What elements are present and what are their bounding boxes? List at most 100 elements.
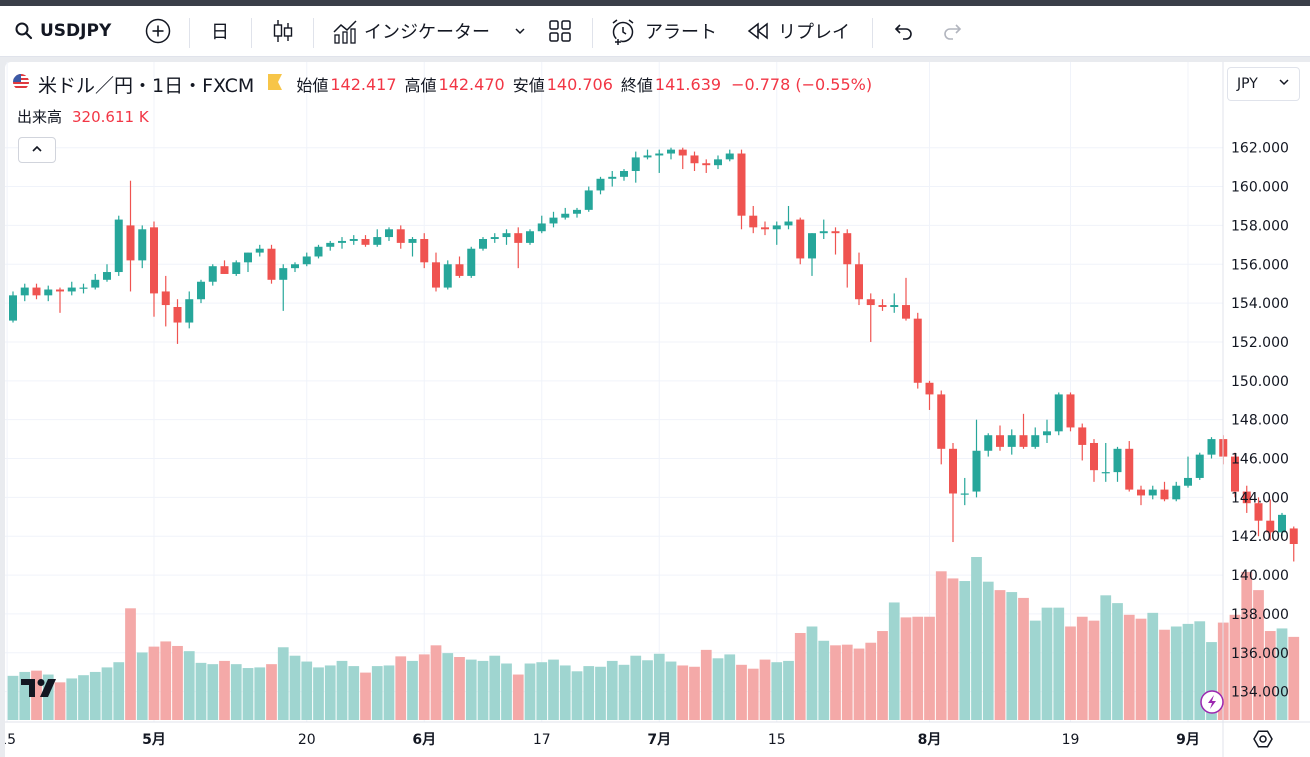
candle[interactable] xyxy=(490,233,499,243)
candle[interactable] xyxy=(349,235,358,245)
candle[interactable] xyxy=(772,221,781,245)
layout-button[interactable] xyxy=(548,6,572,56)
candle[interactable] xyxy=(279,264,288,311)
candle[interactable] xyxy=(925,380,934,410)
candle[interactable] xyxy=(443,260,452,290)
candle[interactable] xyxy=(1031,427,1040,449)
candle[interactable] xyxy=(267,244,276,284)
candle[interactable] xyxy=(796,217,805,265)
interval-button[interactable]: 日 xyxy=(211,6,229,56)
price-chart[interactable]: 162.000 160.000 158.000 156.000 154.000 152.0… xyxy=(5,62,1310,757)
candle[interactable] xyxy=(1066,392,1075,432)
candle[interactable] xyxy=(855,252,863,306)
candle[interactable] xyxy=(1019,413,1028,449)
candle[interactable] xyxy=(138,225,147,269)
candle[interactable] xyxy=(1195,452,1204,480)
replay-button[interactable]: リプレイ xyxy=(746,6,850,56)
candle[interactable] xyxy=(1207,437,1216,459)
candle[interactable] xyxy=(232,260,241,276)
candle[interactable] xyxy=(761,221,769,236)
candle[interactable] xyxy=(561,207,570,220)
candle[interactable] xyxy=(396,225,405,249)
candle[interactable] xyxy=(467,246,476,278)
candle[interactable] xyxy=(126,180,135,292)
candle[interactable] xyxy=(913,312,922,389)
candle[interactable] xyxy=(714,155,722,170)
candle[interactable] xyxy=(972,419,981,498)
candle[interactable] xyxy=(385,227,393,241)
candle[interactable] xyxy=(1137,485,1145,506)
candle[interactable] xyxy=(949,442,957,543)
candle[interactable] xyxy=(432,252,440,292)
candle[interactable] xyxy=(1266,499,1275,541)
candle[interactable] xyxy=(878,299,887,311)
candle[interactable] xyxy=(338,237,346,249)
candle[interactable] xyxy=(91,273,100,290)
candle[interactable] xyxy=(67,281,76,296)
candle[interactable] xyxy=(937,390,946,465)
candle[interactable] xyxy=(819,219,828,240)
indicator-templates-dropdown[interactable] xyxy=(513,6,527,56)
candle[interactable] xyxy=(514,227,523,269)
chart-type-button[interactable] xyxy=(271,6,295,56)
candle[interactable] xyxy=(1254,497,1263,537)
candle[interactable] xyxy=(114,215,123,276)
candle[interactable] xyxy=(1184,456,1192,488)
candle[interactable] xyxy=(1242,485,1251,513)
candle[interactable] xyxy=(479,237,487,251)
currency-select[interactable]: JPY xyxy=(1227,67,1300,101)
candle[interactable] xyxy=(667,147,675,160)
candle[interactable] xyxy=(960,477,969,506)
candle[interactable] xyxy=(702,159,711,173)
candle[interactable] xyxy=(302,252,311,267)
candle[interactable] xyxy=(537,215,546,234)
candle[interactable] xyxy=(56,287,64,313)
candle[interactable] xyxy=(1078,423,1087,461)
candle[interactable] xyxy=(361,235,370,247)
candle[interactable] xyxy=(173,299,182,344)
candle[interactable] xyxy=(725,149,734,162)
candle[interactable] xyxy=(373,229,382,247)
redo-button[interactable] xyxy=(941,6,965,56)
candle[interactable] xyxy=(866,293,875,342)
candle[interactable] xyxy=(1289,526,1298,562)
undo-button[interactable] xyxy=(891,6,915,56)
candle[interactable] xyxy=(784,205,793,230)
candle[interactable] xyxy=(631,151,640,183)
candle[interactable] xyxy=(502,229,511,245)
collapse-legend-button[interactable] xyxy=(18,137,56,163)
candle[interactable] xyxy=(549,211,558,228)
tradingview-logo[interactable] xyxy=(21,679,56,697)
candle[interactable] xyxy=(197,279,205,304)
alert-button[interactable]: アラート xyxy=(609,6,717,56)
candle[interactable] xyxy=(1160,481,1169,502)
candle[interactable] xyxy=(185,291,194,329)
candle[interactable] xyxy=(244,252,252,273)
candle[interactable] xyxy=(596,176,605,195)
indicators-button[interactable]: インジケーター xyxy=(332,6,490,56)
candle[interactable] xyxy=(1125,441,1134,492)
candle[interactable] xyxy=(1090,439,1098,482)
candle[interactable] xyxy=(655,149,664,173)
lightning-icon[interactable] xyxy=(1200,690,1224,714)
chart-pane[interactable]: 162.000 160.000 158.000 156.000 154.000 152.0… xyxy=(5,62,1310,757)
candle[interactable] xyxy=(890,293,899,313)
candle[interactable] xyxy=(843,229,852,288)
candle[interactable] xyxy=(690,151,699,172)
candle[interactable] xyxy=(1172,481,1181,502)
candle[interactable] xyxy=(902,277,910,321)
candle[interactable] xyxy=(620,169,628,181)
candle[interactable] xyxy=(408,237,417,257)
candle[interactable] xyxy=(996,425,1004,451)
candle[interactable] xyxy=(643,149,652,160)
candle[interactable] xyxy=(831,227,840,255)
candle[interactable] xyxy=(150,221,158,317)
candle[interactable] xyxy=(737,149,746,230)
candle[interactable] xyxy=(44,285,53,302)
candle[interactable] xyxy=(291,262,299,273)
candle[interactable] xyxy=(984,433,993,457)
symbol-search-button[interactable]: USDJPY xyxy=(14,6,111,56)
candle[interactable] xyxy=(255,244,264,257)
candle[interactable] xyxy=(79,283,88,294)
candle[interactable] xyxy=(32,283,41,300)
